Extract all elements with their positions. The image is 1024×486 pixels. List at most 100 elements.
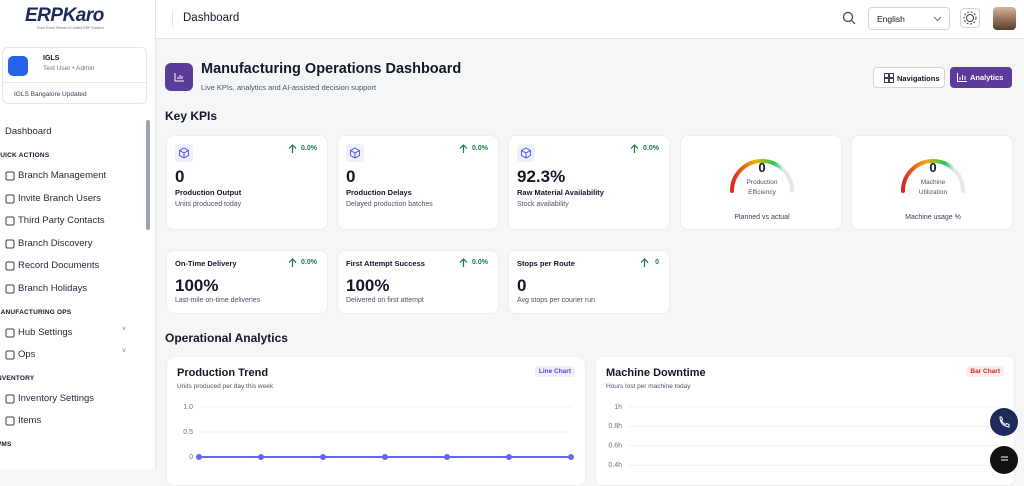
arrow-shape: [630, 144, 639, 153]
chart-plot: 0 0.5 1.0: [183, 404, 574, 461]
y-tick-label: 0.6h: [608, 443, 622, 450]
gauge-value: 0: [758, 160, 766, 175]
nav-item[interactable]: Branch Holidays: [5, 283, 145, 297]
nav-icon-shape: [5, 239, 15, 249]
nav-item[interactable]: Items: [5, 415, 145, 429]
kpi-label: On-Time Delivery: [175, 259, 237, 268]
arrow-shape: [640, 258, 649, 267]
arrow-shape: [459, 144, 468, 153]
kpi-card: 0.0% 0 Production Delays Delayed production…: [337, 135, 499, 230]
data-point: [568, 454, 574, 460]
nav-icon-shape: [5, 350, 15, 360]
data-point: [506, 454, 512, 460]
nav-icon-shape: [5, 284, 15, 294]
kpi-value: 0: [175, 167, 185, 186]
kpi-icon: [346, 144, 364, 162]
nav-icon-shape: [5, 194, 15, 204]
header-icon: [165, 63, 193, 91]
gauge-caption: Machine usage %: [905, 214, 961, 221]
nav-icon: [5, 171, 15, 181]
kpi-desc: Units produced today: [175, 201, 242, 208]
gauge-label: Machine Utilization: [918, 179, 948, 196]
section-title: Operational Analytics: [165, 331, 288, 345]
gauge: [730, 159, 794, 193]
nav-label: Branch Holidays: [18, 283, 88, 294]
nav-item[interactable]: Ops ˅: [5, 348, 145, 363]
y-tick-label: 0: [189, 454, 193, 461]
nav-label: Branch Discovery: [18, 237, 93, 249]
kpi-change: 0.0%: [472, 259, 488, 266]
cube: [179, 147, 189, 159]
nav-label: Hub Settings: [18, 326, 73, 338]
gauge-caption: Planned vs actual: [734, 214, 790, 221]
nav-icon: [5, 239, 15, 249]
search-button[interactable]: [842, 11, 856, 25]
kpi-value: 100%: [346, 276, 390, 295]
kpi-value: 92.3%: [517, 167, 566, 186]
nav-item[interactable]: Invite Branch Users: [5, 193, 145, 207]
nav-icon: [5, 350, 15, 360]
language-select[interactable]: English: [868, 7, 950, 30]
nav-item[interactable]: Inventory Settings: [5, 393, 145, 407]
kpi-icon: [517, 144, 535, 162]
navigations-button[interactable]: Navigations: [873, 67, 945, 88]
nav-label: Ops: [18, 349, 36, 361]
scrollbar[interactable]: [146, 120, 150, 230]
data-point: [258, 454, 264, 460]
nav-item[interactable]: Branch Management: [5, 170, 145, 184]
kpi-change: 0: [655, 259, 659, 266]
data-point: [320, 454, 326, 460]
avatar[interactable]: [993, 7, 1016, 30]
kpi-desc: Last-mile on-time deliveries: [175, 297, 261, 304]
y-tick-label: 1h: [614, 404, 622, 411]
y-tick-label: 0.8h: [608, 423, 622, 430]
nav-section-title: MANUFACTURING OPS: [0, 308, 72, 316]
org-branch: IGLS Bangalore Updated: [14, 91, 87, 98]
brand-logo[interactable]: ERPKaro: [25, 5, 104, 26]
analytics-button[interactable]: Analytics: [950, 67, 1012, 88]
brand-tagline: From Excel Sheets to Unified ERP Solutio…: [37, 26, 105, 30]
nav-item[interactable]: Dashboard: [5, 126, 52, 137]
kpi-value: 0: [346, 167, 356, 186]
kpi-label: Raw Material Availability: [517, 188, 604, 197]
change-arrow: [459, 144, 468, 153]
kpi-card: Stops per Route 0 0 Avg stops per courier r…: [508, 250, 670, 314]
chart-badge: Line Chart: [534, 366, 575, 377]
gauge-value: 0: [929, 160, 937, 175]
change-arrow: [288, 144, 297, 153]
nav-icon: [5, 216, 15, 226]
nav-item[interactable]: Branch Discovery: [5, 238, 145, 252]
data-point: [382, 454, 388, 460]
change-arrow: [459, 258, 468, 267]
nav-icon: [5, 394, 15, 404]
gauge-label: Production Efficiency: [746, 179, 778, 196]
org-card[interactable]: IGLS Test User • Admin IGLS Bangalore Up…: [2, 47, 147, 104]
gauge-card: 0 Machine Utilization Machine usage %: [851, 135, 1013, 230]
nav-section-title: QUICK ACTIONS: [0, 152, 50, 159]
nav-label: Items: [18, 415, 42, 427]
nav-item[interactable]: Record Documents: [5, 260, 145, 274]
org-name: IGLS: [43, 55, 60, 62]
language-value: English: [877, 14, 905, 24]
topbar-title: Dashboard: [183, 12, 240, 24]
settings-button[interactable]: [960, 8, 980, 28]
nav-icon-shape: [5, 416, 15, 426]
nav-section-title: INVENTORY: [0, 374, 35, 382]
kpi-icon: [175, 144, 193, 162]
nav-label: Record Documents: [18, 260, 100, 272]
data-point: [196, 454, 202, 460]
nav-chevron: ˅: [122, 348, 127, 356]
call-button[interactable]: [990, 408, 1018, 436]
gauge-card: 0 Production Efficiency Planned vs actual: [680, 135, 842, 230]
chart-badge: Bar Chart: [966, 366, 1004, 377]
gauge-arc: [901, 159, 965, 193]
menu-button[interactable]: [990, 446, 1018, 474]
nav-icon: [5, 416, 15, 426]
chart-card: Machine Downtime Hours lost per machine t…: [595, 356, 1015, 486]
arrow-shape: [288, 258, 297, 267]
nav-item[interactable]: Third Party Contacts: [5, 215, 145, 229]
nav-item[interactable]: Hub Settings ˅: [5, 326, 145, 341]
nav-section-title: WMS: [0, 441, 12, 448]
nav-icon: [5, 261, 15, 271]
